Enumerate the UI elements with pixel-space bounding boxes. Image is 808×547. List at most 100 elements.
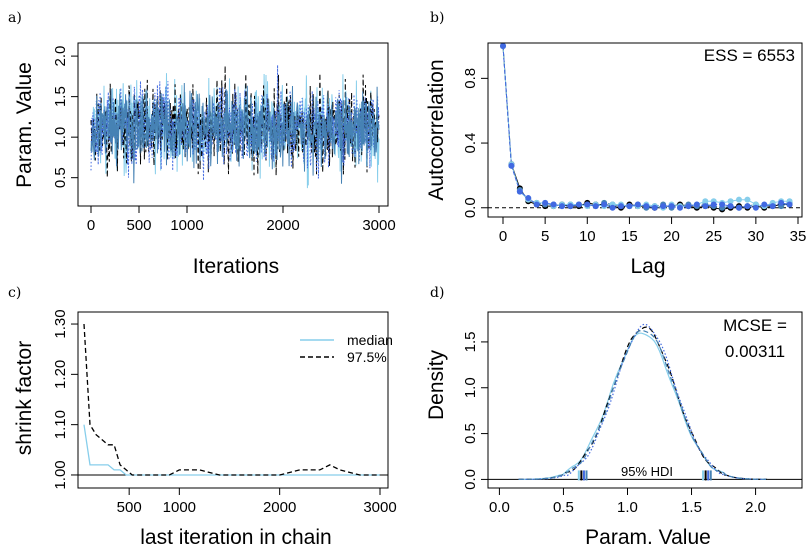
panel-b-frame bbox=[487, 42, 803, 218]
acf-point bbox=[584, 201, 591, 208]
panel-b-x-tick-label: 20 bbox=[663, 228, 680, 245]
panel-a-x-title: Iterations bbox=[193, 255, 279, 278]
acf-point bbox=[719, 201, 726, 208]
panel-b-letter: b) bbox=[430, 10, 444, 26]
acf-point bbox=[727, 203, 734, 210]
acf-point bbox=[592, 203, 599, 210]
panel-b-y-tick-label: 0.0 bbox=[462, 197, 479, 218]
panel-b-x-title: Lag bbox=[630, 255, 665, 278]
density-chain-4 bbox=[518, 329, 768, 480]
legend-97-label: 97.5% bbox=[347, 349, 387, 365]
acf-point bbox=[736, 196, 742, 203]
panel-b-x-ticks: 0 5 10 15 20 25 30 35 bbox=[499, 217, 806, 245]
panel-a-trace-plot: a) 0 500 1000 2000 3000 0.5 1.0 1.5 2.0 Iterati… bbox=[8, 10, 396, 278]
panel-c-y-ticks: 1.00 1.10 1.20 1.30 bbox=[52, 309, 78, 490]
panel-a-x-tick-label: 500 bbox=[126, 217, 151, 234]
panel-d-density-series bbox=[488, 323, 802, 481]
panel-c-legend: median 97.5% bbox=[300, 332, 393, 365]
panel-c-y-tick-label: 1.30 bbox=[52, 309, 69, 338]
acf-line-2 bbox=[502, 45, 790, 209]
acf-line-1 bbox=[502, 45, 790, 210]
panel-c-x-title: last iteration in chain bbox=[140, 526, 331, 547]
acf-point bbox=[626, 203, 633, 210]
panel-c-y-tick-label: 1.00 bbox=[52, 460, 69, 489]
panel-d-mcse-label: MCSE = bbox=[723, 316, 787, 335]
acf-point bbox=[668, 203, 675, 210]
panel-b-x-tick-label: 5 bbox=[541, 228, 549, 245]
acf-point bbox=[559, 203, 565, 210]
acf-point bbox=[516, 188, 523, 195]
acf-point bbox=[778, 199, 785, 206]
acf-point bbox=[643, 203, 650, 210]
panel-c-y-title: shrink factor bbox=[13, 341, 36, 455]
panel-c-y-tick-label: 1.10 bbox=[52, 410, 69, 439]
acf-point bbox=[525, 195, 532, 202]
panel-d-y-ticks: 0.0 0.5 1.0 1.5 bbox=[462, 331, 488, 490]
panel-c-x-tick-label: 500 bbox=[117, 499, 142, 516]
panel-b-ess-annotation: ESS = 6553 bbox=[704, 46, 795, 65]
panel-b-autocorrelation-series bbox=[488, 43, 802, 213]
acf-point bbox=[500, 43, 506, 49]
panel-d-x-ticks: 0.0 0.5 1.0 1.5 2.0 bbox=[489, 488, 766, 516]
panel-d-x-tick-label: 0.5 bbox=[553, 499, 574, 516]
acf-point bbox=[752, 204, 759, 211]
panel-b-autocorrelation-plot: b) ESS = 6553 0 5 10 15 20 25 30 35 0.0 0.4 0.8 L… bbox=[425, 10, 806, 278]
panel-c-shrink-factor-plot: c) median 97.5% 500 1000 2000 3000 1.00 1.10… bbox=[8, 285, 397, 547]
acf-line-3 bbox=[502, 45, 790, 209]
acf-point bbox=[550, 201, 557, 208]
panel-c-y-tick-label: 1.20 bbox=[52, 360, 69, 389]
panel-d-x-tick-label: 1.5 bbox=[681, 499, 702, 516]
panel-a-y-title: Param. Value bbox=[13, 62, 36, 188]
panel-d-letter: d) bbox=[430, 285, 444, 301]
panel-d-x-title: Param. Value bbox=[585, 526, 711, 547]
acf-point bbox=[634, 201, 641, 208]
panel-d-y-tick-label: 1.5 bbox=[462, 331, 479, 352]
panel-a-x-tick-label: 0 bbox=[87, 217, 95, 234]
panel-d-hdi-label: 95% HDI bbox=[621, 464, 673, 479]
panel-b-x-tick-label: 0 bbox=[499, 228, 507, 245]
panel-a-x-ticks: 0 500 1000 2000 3000 bbox=[87, 206, 396, 234]
panel-d-y-title: Density bbox=[425, 349, 448, 420]
panel-b-y-ticks: 0.0 0.4 0.8 bbox=[462, 68, 488, 218]
shrink-series-97-5 bbox=[83, 323, 380, 476]
acf-point bbox=[508, 162, 515, 169]
panel-d-y-tick-label: 0.0 bbox=[462, 469, 479, 490]
panel-a-y-tick-label: 2.0 bbox=[52, 46, 69, 67]
acf-point bbox=[727, 198, 734, 205]
panel-a-y-tick-label: 1.0 bbox=[52, 127, 69, 148]
acf-point bbox=[744, 196, 751, 203]
panel-d-frame bbox=[487, 311, 803, 489]
panel-c-letter: c) bbox=[8, 285, 21, 301]
panel-a-letter: a) bbox=[8, 10, 22, 26]
acf-line-4 bbox=[502, 45, 790, 209]
panel-b-x-tick-label: 10 bbox=[579, 228, 596, 245]
acf-point bbox=[693, 201, 700, 208]
panel-b-x-tick-label: 25 bbox=[705, 228, 722, 245]
panel-d-mcse-value: 0.00311 bbox=[725, 342, 785, 361]
panel-a-traces bbox=[90, 65, 380, 189]
panel-a-y-tick-label: 0.5 bbox=[52, 167, 69, 188]
panel-c-x-tick-label: 2000 bbox=[263, 499, 296, 516]
acf-point bbox=[533, 201, 540, 208]
panel-d-x-tick-label: 1.0 bbox=[617, 499, 638, 516]
panel-b-y-title: Autocorrelation bbox=[425, 59, 448, 200]
panel-a-x-tick-label: 1000 bbox=[170, 217, 203, 234]
panel-d-density-plot: d) MCSE = 0.00311 95% HDI 0.0 0.5 1.0 1.5 2.… bbox=[425, 285, 803, 547]
acf-point bbox=[710, 201, 717, 208]
panel-a-y-tick-label: 1.5 bbox=[52, 86, 69, 107]
panel-b-x-tick-label: 30 bbox=[748, 228, 765, 245]
panel-d-y-tick-label: 1.0 bbox=[462, 377, 479, 398]
acf-point bbox=[761, 201, 768, 208]
panel-b-x-tick-label: 15 bbox=[621, 228, 638, 245]
panel-d-x-tick-label: 2.0 bbox=[745, 499, 766, 516]
acf-point bbox=[702, 203, 709, 210]
acf-point bbox=[618, 203, 624, 210]
acf-point bbox=[677, 204, 683, 211]
acf-point bbox=[575, 201, 582, 208]
panel-d-x-tick-label: 0.0 bbox=[489, 499, 510, 516]
acf-point bbox=[702, 198, 709, 205]
panel-b-y-tick-label: 0.4 bbox=[462, 133, 479, 154]
acf-point bbox=[736, 204, 742, 211]
panel-a-x-tick-label: 3000 bbox=[362, 217, 395, 234]
